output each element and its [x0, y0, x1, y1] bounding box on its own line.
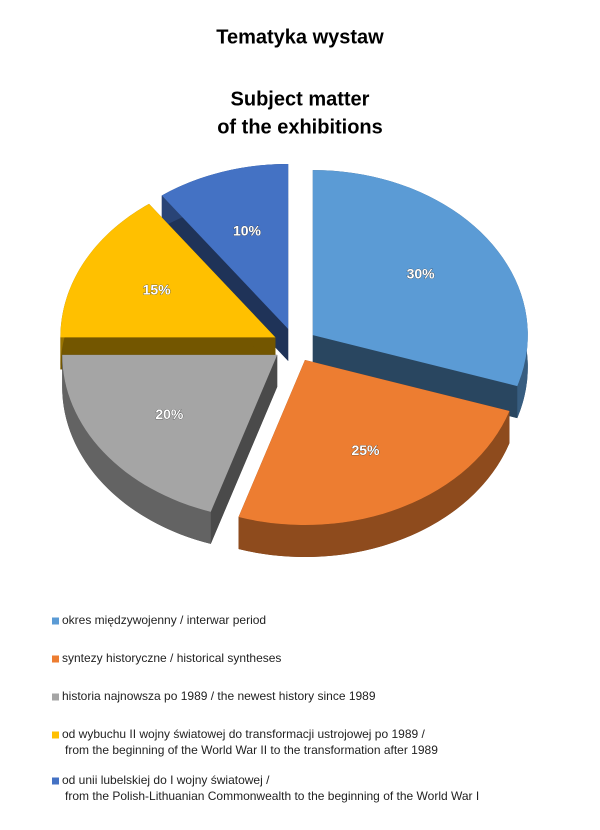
legend-swatch: [52, 617, 59, 625]
legend-label: od wybuchu II wojny światowej do transfo…: [62, 727, 426, 741]
slice: [62, 354, 278, 512]
slice: [312, 170, 528, 387]
legend-label: from the Polish-Lithuanian Commonwealth …: [65, 789, 479, 803]
legend-label: od unii lubelskiej do I wojny światowej …: [62, 773, 270, 787]
slice-wall: [238, 411, 510, 558]
legend-swatch: [52, 777, 59, 785]
slice: [161, 163, 289, 329]
chart-subtitle: Subject matter: [231, 88, 370, 110]
legend-swatch: [52, 655, 59, 663]
slice-group: 25%: [238, 360, 510, 558]
slice-group: 20%: [62, 354, 278, 544]
chart-title: Tematyka wystaw: [216, 26, 384, 48]
legend-label: historia najnowsza po 1989 / the newest …: [62, 689, 376, 703]
legend-swatch: [52, 731, 59, 739]
slice-group: 15%: [60, 203, 276, 370]
legend-label: okres międzywojenny / interwar period: [62, 613, 266, 627]
slice: [238, 360, 510, 526]
data-label: 30%: [407, 266, 436, 282]
slice-wall: [62, 354, 211, 544]
slice-side: [210, 354, 278, 544]
data-label: 15%: [143, 282, 172, 298]
data-label: 20%: [155, 406, 184, 422]
legend-label: syntezy historyczne / historical synthes…: [62, 651, 281, 665]
legend-label: from the beginning of the World War II t…: [65, 743, 438, 757]
slice: [60, 203, 276, 338]
chart-subtitle: of the exhibitions: [217, 116, 383, 138]
slice-group: 30%: [312, 170, 528, 419]
legend-swatch: [52, 693, 59, 701]
data-label: 25%: [351, 442, 380, 458]
slice-side: [312, 335, 518, 419]
data-label: 10%: [233, 222, 262, 238]
